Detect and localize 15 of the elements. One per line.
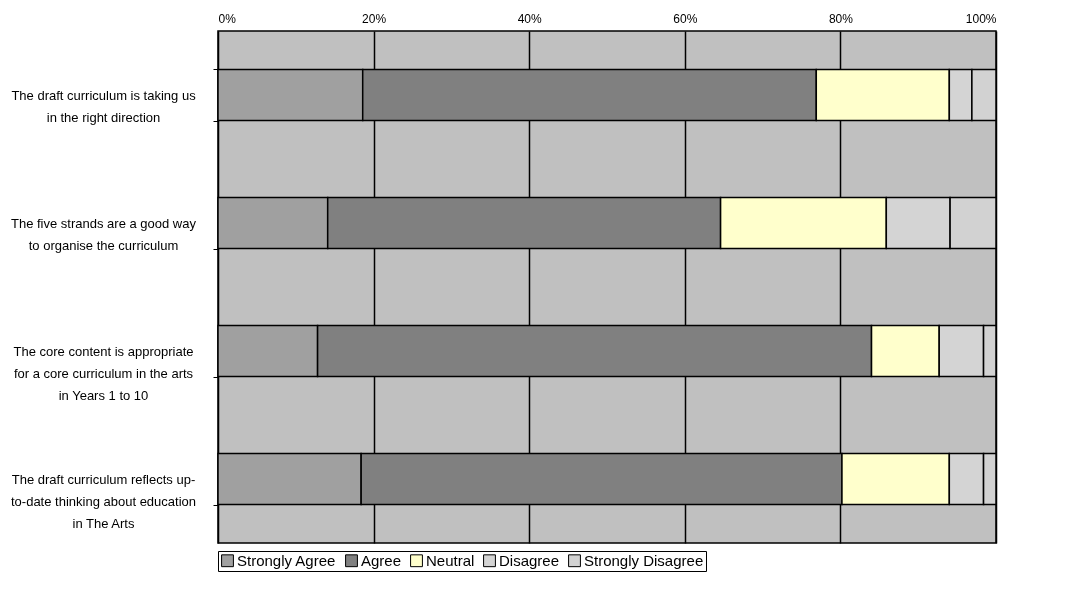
x-tick-label: 100% bbox=[965, 11, 997, 26]
x-tick-label: 40% bbox=[517, 11, 543, 26]
legend-label: Strongly Disagree bbox=[584, 551, 704, 569]
y-tick-label: The draft curriculum is taking us in the right direction bbox=[11, 87, 197, 125]
x-tick-label: 80% bbox=[828, 11, 854, 26]
legend-label: Agree bbox=[361, 551, 402, 569]
x-tick-label: 60% bbox=[673, 11, 698, 26]
legend-label: Neutral bbox=[426, 551, 475, 569]
y-tick-label: The five strands are a good way to organise the curriculum bbox=[11, 215, 197, 253]
legend-label: Strongly Agree bbox=[237, 551, 336, 569]
x-tick-label: 0% bbox=[218, 11, 237, 26]
x-tick-label: 20% bbox=[362, 11, 387, 26]
y-tick-label: The draft curriculum reflects up-to-date thinking about education in The Arts bbox=[10, 471, 197, 531]
legend-label: Disagree bbox=[499, 551, 560, 569]
y-tick-label: The core content is appropriate for a core curriculum in the arts in Years 1 to 10 bbox=[13, 343, 194, 403]
